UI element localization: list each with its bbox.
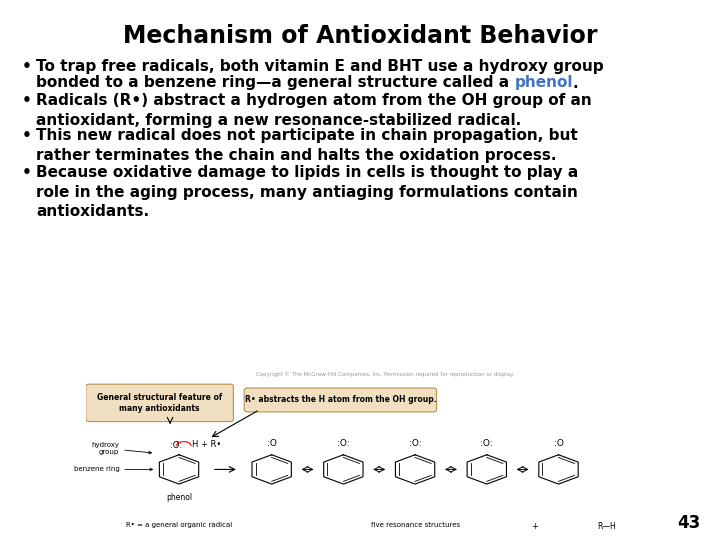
Text: hydroxy
group: hydroxy group xyxy=(91,442,151,455)
Text: To trap free radicals, both vitamin E and BHT use a hydroxy group: To trap free radicals, both vitamin E an… xyxy=(36,59,603,74)
Text: R• = a general organic radical: R• = a general organic radical xyxy=(126,522,232,528)
Text: •: • xyxy=(22,165,32,180)
FancyBboxPatch shape xyxy=(244,388,436,412)
Text: Copyright © The McGraw-Hill Companies, Inc. Permission required for reproduction: Copyright © The McGraw-Hill Companies, I… xyxy=(256,371,514,377)
Text: Mechanism of Antioxidant Behavior: Mechanism of Antioxidant Behavior xyxy=(122,24,598,48)
Text: :Ö:: :Ö: xyxy=(170,441,182,450)
Text: This new radical does not participate in chain propagation, but
rather terminate: This new radical does not participate in… xyxy=(36,128,577,163)
Text: •: • xyxy=(22,93,32,108)
Text: bonded to a benzene ring—a general structure called a: bonded to a benzene ring—a general struc… xyxy=(36,76,514,91)
Text: R• abstracts the H atom from the OH group.: R• abstracts the H atom from the OH grou… xyxy=(245,395,436,404)
Text: .: . xyxy=(573,76,578,91)
Text: R—H: R—H xyxy=(597,522,616,531)
Text: five resonance structures: five resonance structures xyxy=(371,522,459,528)
Text: •: • xyxy=(22,128,32,143)
Text: Radicals (R•) abstract a hydrogen atom from the OH group of an
antioxidant, form: Radicals (R•) abstract a hydrogen atom f… xyxy=(36,93,592,127)
Text: Because oxidative damage to lipids in cells is thought to play a
role in the agi: Because oxidative damage to lipids in ce… xyxy=(36,165,578,219)
FancyBboxPatch shape xyxy=(86,384,233,422)
Text: :O:: :O: xyxy=(337,439,350,448)
Text: 43: 43 xyxy=(677,514,700,532)
Text: :O:: :O: xyxy=(480,439,493,448)
Text: :O:: :O: xyxy=(409,439,421,448)
Text: phenol: phenol xyxy=(166,492,192,502)
Text: +: + xyxy=(531,522,538,531)
Text: General structural feature of
many antioxidants: General structural feature of many antio… xyxy=(97,393,222,413)
Text: •: • xyxy=(22,59,32,74)
Text: benzene ring: benzene ring xyxy=(73,467,153,472)
Text: H + R•: H + R• xyxy=(192,440,222,449)
Text: phenol: phenol xyxy=(514,76,573,91)
Text: :Ȯ: :Ȯ xyxy=(266,439,276,448)
Text: :Ȯ: :Ȯ xyxy=(554,439,564,448)
